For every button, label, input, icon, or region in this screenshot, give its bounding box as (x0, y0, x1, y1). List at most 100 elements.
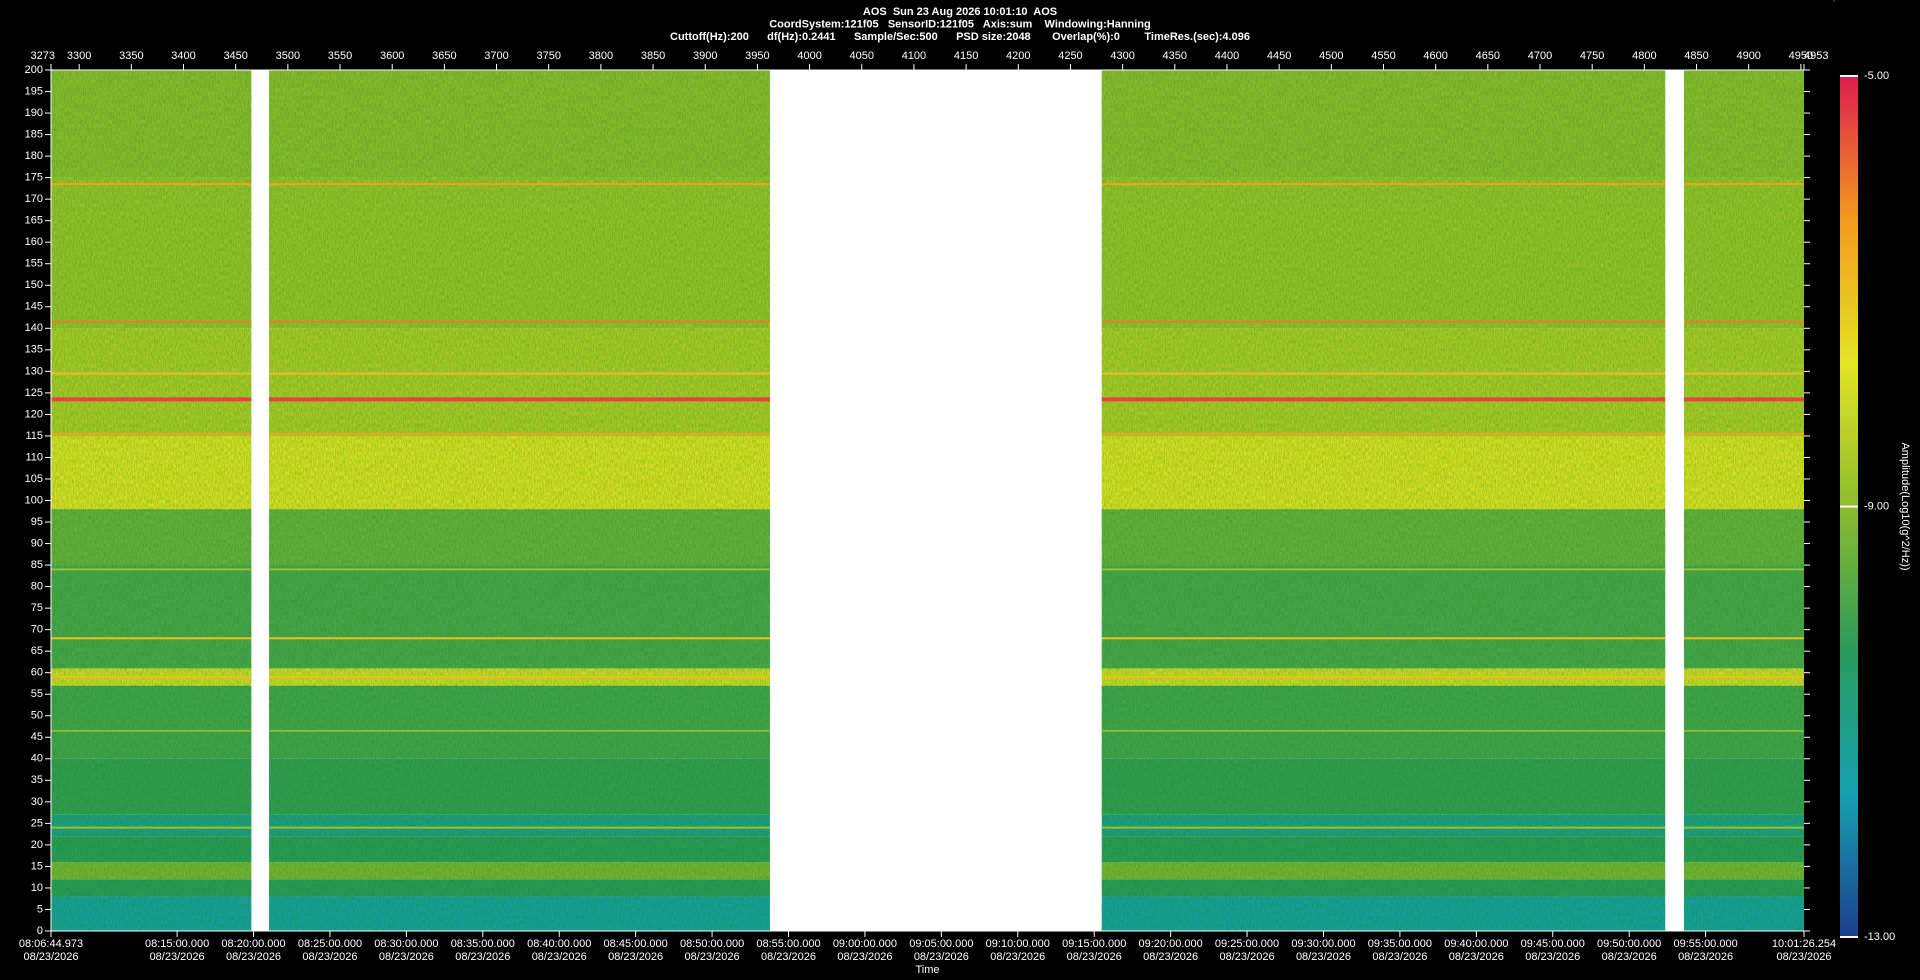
date-tick-label: 08/23/2026 (1296, 951, 1351, 963)
y-tick-label: 80 (31, 581, 43, 593)
date-tick-label: 08/23/2026 (1067, 951, 1122, 963)
date-tick-label: 08/23/2026 (1776, 951, 1831, 963)
colorbar-tick-label: -13.00 (1864, 931, 1895, 943)
date-tick-label: 08/23/2026 (23, 951, 78, 963)
y-tick-label: 170 (25, 193, 43, 205)
time-tick-label: 09:45:00.000 (1521, 938, 1585, 950)
date-tick-label: 08/23/2026 (1678, 951, 1733, 963)
y-tick-label: 75 (31, 602, 43, 614)
time-tick-label: 08:30:00.000 (374, 938, 438, 950)
y-tick-label: 65 (31, 645, 43, 657)
time-tick-label: 09:30:00.000 (1291, 938, 1355, 950)
time-tick-label: 08:45:00.000 (604, 938, 668, 950)
date-tick-label: 08/23/2026 (1220, 951, 1275, 963)
time-tick-label: 09:40:00.000 (1444, 938, 1508, 950)
x-tick-label-top: 4000 (797, 50, 821, 62)
time-tick-label: 08:25:00.000 (298, 938, 362, 950)
y-tick-label: 50 (31, 710, 43, 722)
y-tick-label: 145 (25, 301, 43, 313)
y-tick-label: 55 (31, 688, 43, 700)
date-tick-label: 08/23/2026 (761, 951, 816, 963)
date-tick-label: 08/23/2026 (532, 951, 587, 963)
y-tick-label: 100 (25, 494, 43, 506)
x-tick-label-top: 3300 (67, 50, 91, 62)
y-tick-label: 60 (31, 667, 43, 679)
x-tick-label-top: 3450 (223, 50, 247, 62)
time-tick-label: 09:25:00.000 (1215, 938, 1279, 950)
date-tick-label: 08/23/2026 (1525, 951, 1580, 963)
date-tick-label: 08/23/2026 (1602, 951, 1657, 963)
x-tick-label-top: 3750 (536, 50, 560, 62)
time-tick-label: 09:20:00.000 (1139, 938, 1203, 950)
x-tick-label-top: 4500 (1319, 50, 1343, 62)
time-tick-label: 08:35:00.000 (451, 938, 515, 950)
x-tick-label-top: 3550 (328, 50, 352, 62)
y-tick-label: 90 (31, 537, 43, 549)
x-tick-label-top: 4200 (1006, 50, 1030, 62)
y-tick-label: 0 (37, 925, 43, 937)
y-tick-label: 40 (31, 753, 43, 765)
x-tick-label-top: 4250 (1058, 50, 1082, 62)
y-tick-label: 180 (25, 150, 43, 162)
date-tick-label: 08/23/2026 (1143, 951, 1198, 963)
time-tick-label: 09:55:00.000 (1673, 938, 1737, 950)
time-tick-label: 09:10:00.000 (986, 938, 1050, 950)
y-tick-label: 110 (25, 451, 43, 463)
date-tick-label: 08/23/2026 (226, 951, 281, 963)
noise-texture (269, 70, 770, 931)
x-tick-label-top: 4550 (1371, 50, 1395, 62)
time-tick-label: 08:15:00.000 (145, 938, 209, 950)
date-tick-label: 08/23/2026 (302, 951, 357, 963)
axes: AOS Sun 23 Aug 2026 10:01:10 AOSCoordSys… (19, 6, 1911, 976)
y-tick-label: 165 (25, 215, 43, 227)
x-axis-title: Time (915, 964, 939, 976)
plot-area (51, 70, 1804, 931)
time-tick-label: 08:06:44.973 (19, 938, 83, 950)
time-tick-label: 08:40:00.000 (527, 938, 591, 950)
colorbar-tick-label: -9.00 (1864, 500, 1889, 512)
y-tick-label: 185 (25, 128, 43, 140)
x-tick-label-top: 3500 (276, 50, 300, 62)
noise-texture (1101, 70, 1666, 931)
x-tick-label-top: 4450 (1267, 50, 1291, 62)
time-tick-label: 09:15:00.000 (1062, 938, 1126, 950)
time-tick-label: 10:01:26.254 (1772, 938, 1836, 950)
time-tick-label: 09:00:00.000 (833, 938, 897, 950)
x-tick-label-top: 3700 (484, 50, 508, 62)
x-tick-label-top: 3800 (589, 50, 613, 62)
y-tick-label: 95 (31, 516, 43, 528)
x-tick-label-top: 4800 (1632, 50, 1656, 62)
y-tick-label: 155 (25, 258, 43, 270)
y-tick-label: 5 (37, 903, 43, 915)
date-tick-label: 08/23/2026 (1372, 951, 1427, 963)
y-tick-label: 190 (25, 107, 43, 119)
x-tick-label-top: 3600 (380, 50, 404, 62)
x-tick-label-top: 4300 (1110, 50, 1134, 62)
colorbar-tick-label: -5.00 (1864, 70, 1889, 82)
x-tick-label-top: 3350 (119, 50, 143, 62)
x-tick-label-top: 4850 (1684, 50, 1708, 62)
x-tick-label-top: 3273 (31, 50, 55, 62)
x-tick-label-top: 4150 (954, 50, 978, 62)
x-tick-label-top: 4750 (1580, 50, 1604, 62)
date-tick-label: 08/23/2026 (1449, 951, 1504, 963)
title-line: CoordSystem:121f05 SensorID:121f05 Axis:… (769, 18, 1151, 30)
x-tick-label-top: 4950 (1789, 50, 1813, 62)
time-tick-label: 09:05:00.000 (909, 938, 973, 950)
x-tick-label-top: 4650 (1476, 50, 1500, 62)
y-tick-label: 140 (25, 322, 43, 334)
y-tick-label: 15 (31, 860, 43, 872)
title-line: Cuttoff(Hz):200 df(Hz):0.2441 Sample/Sec… (670, 31, 1250, 43)
y-tick-label: 115 (25, 430, 43, 442)
title-line: AOS Sun 23 Aug 2026 10:01:10 AOS (863, 6, 1057, 18)
x-tick-label-top: 4400 (1215, 50, 1239, 62)
x-tick-label-top: 4350 (1163, 50, 1187, 62)
x-tick-label-top: 3650 (432, 50, 456, 62)
x-tick-label-top: 4700 (1528, 50, 1552, 62)
y-tick-label: 195 (25, 85, 43, 97)
y-tick-label: 20 (31, 839, 43, 851)
noise-texture (51, 70, 252, 931)
y-tick-label: 35 (31, 774, 43, 786)
y-tick-label: 45 (31, 731, 43, 743)
